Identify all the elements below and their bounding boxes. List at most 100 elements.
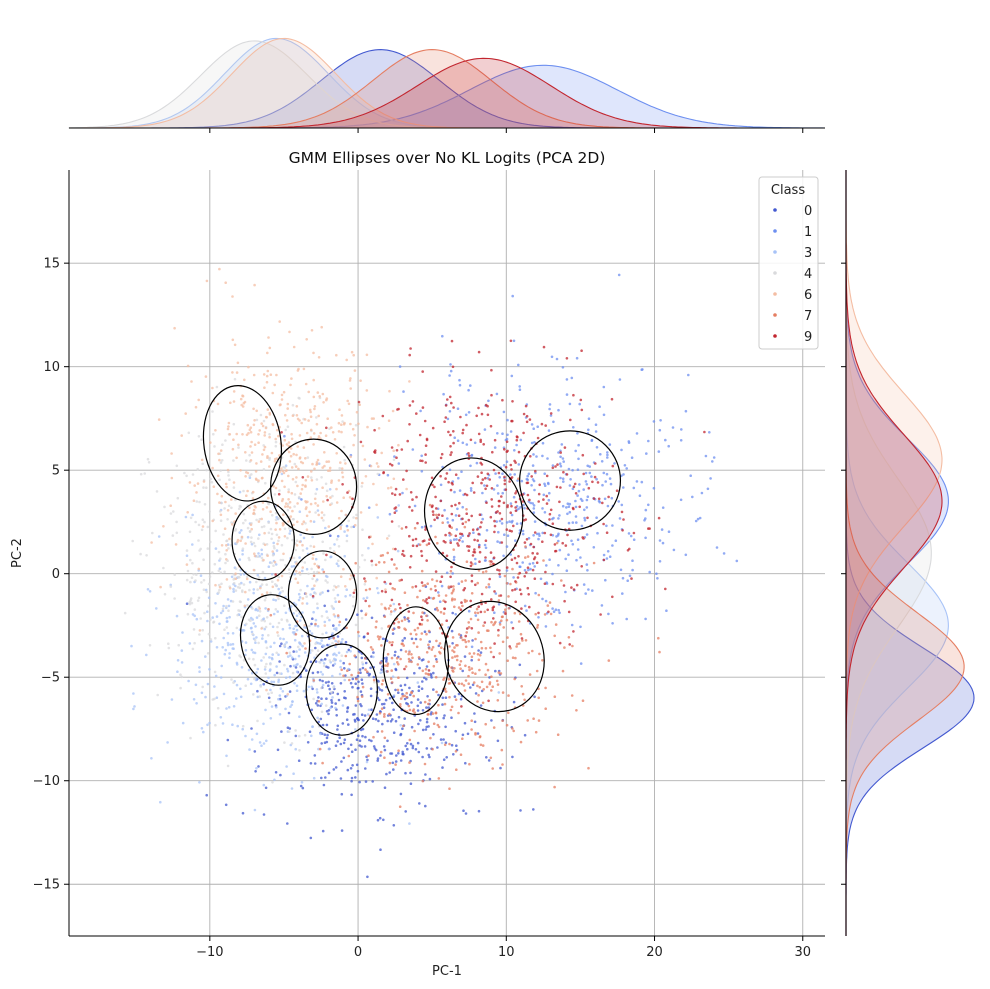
point-class-4 (256, 719, 259, 723)
point-class-6 (219, 449, 223, 452)
point-class-6 (225, 549, 228, 552)
point-class-4 (190, 601, 194, 605)
point-class-1 (420, 454, 424, 458)
point-class-6 (353, 434, 356, 437)
point-class-9 (439, 499, 443, 503)
point-class-6 (253, 504, 256, 508)
point-class-0 (372, 745, 376, 748)
point-class-9 (505, 440, 509, 444)
point-class-9 (537, 492, 541, 496)
point-class-4 (279, 558, 283, 562)
point-class-9 (414, 585, 418, 588)
point-class-9 (480, 521, 483, 524)
point-class-7 (471, 671, 474, 674)
point-class-7 (415, 645, 419, 649)
point-class-0 (464, 812, 468, 815)
point-class-4 (330, 690, 333, 694)
point-class-6 (260, 422, 264, 425)
point-class-6 (363, 458, 367, 461)
point-class-6 (295, 544, 299, 547)
point-class-3 (345, 650, 349, 654)
point-class-9 (445, 472, 449, 475)
point-class-1 (459, 536, 462, 539)
point-class-4 (263, 598, 267, 602)
point-class-6 (252, 407, 255, 411)
point-class-0 (305, 669, 308, 672)
point-class-7 (500, 748, 504, 752)
point-class-1 (579, 556, 582, 559)
point-class-3 (145, 653, 148, 657)
point-class-4 (271, 553, 275, 557)
point-class-3 (312, 520, 316, 523)
point-class-1 (547, 429, 551, 432)
point-class-9 (457, 544, 460, 547)
point-class-6 (387, 419, 391, 423)
point-class-3 (254, 607, 258, 611)
point-class-3 (255, 671, 258, 674)
point-class-7 (437, 594, 441, 597)
point-class-3 (314, 557, 318, 561)
point-class-3 (247, 668, 251, 672)
point-class-4 (315, 416, 318, 419)
point-class-9 (459, 608, 463, 611)
point-class-4 (320, 710, 324, 714)
point-class-7 (379, 750, 383, 754)
point-class-0 (322, 783, 326, 787)
point-class-0 (330, 682, 334, 685)
point-class-4 (175, 464, 179, 468)
point-class-6 (304, 382, 308, 386)
point-class-6 (303, 642, 306, 645)
point-class-4 (209, 540, 212, 544)
point-class-7 (336, 614, 340, 617)
point-class-0 (425, 720, 429, 724)
point-class-1 (580, 524, 584, 528)
point-class-7 (314, 622, 317, 626)
point-class-3 (273, 641, 276, 645)
point-class-7 (440, 623, 444, 626)
point-class-6 (290, 377, 293, 380)
point-class-0 (361, 682, 364, 685)
point-class-4 (252, 693, 255, 696)
point-class-7 (592, 561, 596, 565)
point-class-4 (283, 663, 286, 667)
point-class-0 (487, 759, 491, 762)
point-class-0 (496, 739, 500, 743)
point-class-0 (332, 768, 336, 771)
point-class-3 (150, 757, 153, 760)
point-class-0 (378, 698, 381, 702)
point-class-3 (284, 611, 288, 615)
point-class-1 (638, 494, 642, 498)
point-class-7 (511, 656, 515, 659)
point-class-1 (565, 378, 569, 381)
point-class-3 (232, 587, 235, 591)
point-class-9 (364, 599, 368, 603)
point-class-0 (391, 632, 395, 635)
point-class-0 (336, 635, 340, 638)
point-class-3 (320, 702, 324, 706)
legend-marker-0 (773, 208, 777, 212)
point-class-3 (312, 610, 315, 614)
point-class-1 (562, 460, 565, 463)
point-class-3 (263, 627, 267, 631)
point-class-0 (314, 702, 318, 705)
point-class-9 (526, 493, 530, 497)
point-class-0 (428, 755, 431, 759)
point-class-7 (507, 595, 510, 598)
point-class-6 (233, 343, 237, 347)
point-class-4 (196, 467, 199, 471)
point-class-1 (454, 514, 458, 517)
point-class-1 (607, 612, 610, 616)
point-class-9 (459, 532, 462, 536)
point-class-3 (321, 683, 325, 687)
point-class-1 (442, 392, 445, 396)
point-class-4 (253, 663, 257, 667)
point-class-4 (253, 638, 257, 642)
point-class-7 (537, 696, 540, 700)
point-class-0 (380, 702, 384, 706)
point-class-4 (304, 522, 307, 525)
point-class-6 (317, 571, 321, 575)
point-class-4 (273, 546, 276, 550)
point-class-3 (408, 822, 411, 825)
point-class-7 (394, 763, 397, 766)
point-class-7 (495, 679, 499, 683)
